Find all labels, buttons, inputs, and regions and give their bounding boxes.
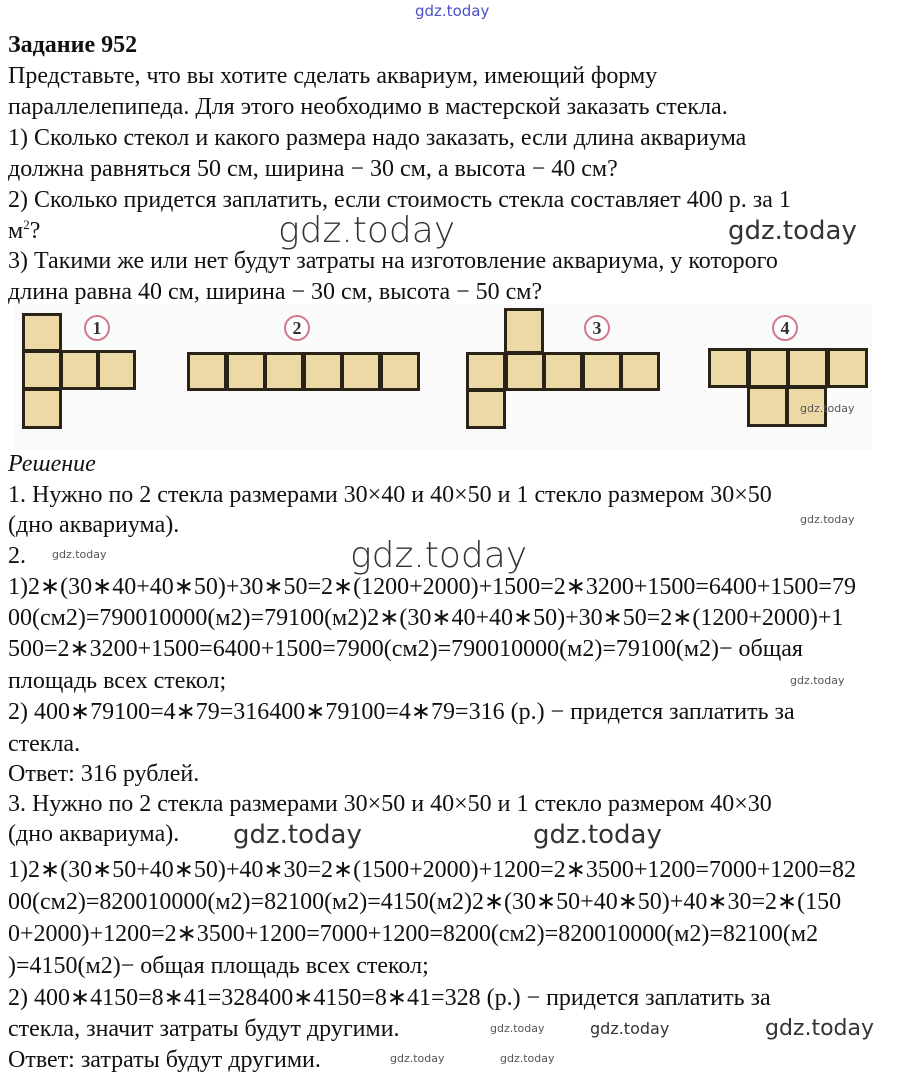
solution-line: Ответ: затраты будут другими. bbox=[8, 1047, 321, 1073]
watermark: gdz.today bbox=[390, 1052, 445, 1065]
net-number-label: 4 bbox=[772, 315, 798, 341]
glass-square bbox=[787, 348, 828, 388]
solution-line: 1)2∗(30∗40+40∗50)+30∗50=2∗(1200+2000)+15… bbox=[8, 574, 856, 600]
unit-text: м bbox=[8, 218, 24, 244]
watermark: gdz.today bbox=[533, 820, 662, 850]
watermark: gdz.today bbox=[728, 216, 857, 246]
glass-square bbox=[264, 352, 304, 391]
watermark: gdz.today bbox=[52, 548, 107, 561]
task-line: должна равняться 50 см, ширина − 30 см, … bbox=[8, 156, 618, 182]
question-mark: ? bbox=[29, 218, 41, 244]
glass-square bbox=[225, 352, 266, 391]
glass-square bbox=[708, 348, 749, 388]
glass-square bbox=[466, 352, 506, 391]
solution-line: 0+2000)+1200=2∗3500+1200=7000+1200=8200(… bbox=[8, 921, 819, 947]
glass-square bbox=[187, 352, 227, 391]
solution-line: 1)2∗(30∗50+40∗50)+40∗30=2∗(1500+2000)+12… bbox=[8, 857, 856, 883]
solution-line: стекла. bbox=[8, 731, 81, 757]
glass-square bbox=[22, 313, 62, 352]
solution-line: площадь всех стекол; bbox=[8, 668, 227, 694]
solution-line: 1. Нужно по 2 стекла размерами 30×40 и 4… bbox=[8, 482, 772, 508]
task-line: м2? bbox=[8, 216, 40, 246]
solution-line: 00(см2)=790010000(м2)=79100(м2)2∗(30∗40+… bbox=[8, 605, 844, 631]
solution-line: 2) 400∗4150=8∗41=328400∗4150=8∗41=328 (р… bbox=[8, 985, 771, 1011]
task-line: 1) Сколько стекол и какого размера надо … bbox=[8, 125, 747, 151]
glass-square bbox=[341, 352, 381, 391]
solution-line: 2) 400∗79100=4∗79=316400∗79100=4∗79=316 … bbox=[8, 699, 795, 725]
task-line: 2) Сколько придется заплатить, если стои… bbox=[8, 187, 791, 213]
watermark: gdz.today bbox=[490, 1022, 545, 1035]
watermark: gdz.today bbox=[350, 535, 528, 576]
glass-square bbox=[504, 308, 544, 354]
cube-nets-figure: 1 2 3 4 gdz.today bbox=[14, 304, 872, 450]
glass-square bbox=[747, 348, 789, 388]
glass-square bbox=[826, 348, 868, 388]
glass-square bbox=[379, 352, 420, 391]
solution-line: (дно аквариума). bbox=[8, 821, 180, 847]
task-title: Задание 952 bbox=[8, 32, 138, 58]
solution-line: 2. bbox=[8, 543, 26, 569]
watermark: gdz.today bbox=[800, 402, 855, 415]
solution-line: Ответ: 316 рублей. bbox=[8, 761, 200, 787]
glass-square bbox=[504, 352, 545, 391]
watermark: gdz.today bbox=[278, 210, 456, 251]
watermark: gdz.today bbox=[790, 674, 845, 687]
glass-square bbox=[302, 352, 343, 391]
glass-square bbox=[747, 386, 788, 427]
task-line: длина равна 40 см, ширина − 30 см, высот… bbox=[8, 279, 543, 305]
solution-line: 3. Нужно по 2 стекла размерами 30×50 и 4… bbox=[8, 791, 772, 817]
superscript: 2 bbox=[23, 217, 30, 232]
glass-square bbox=[60, 350, 99, 390]
solution-line: 500=2∗3200+1500=6400+1500=7900(см2)=7900… bbox=[8, 636, 803, 662]
net-number-label: 1 bbox=[84, 315, 110, 341]
glass-square bbox=[786, 386, 827, 427]
glass-square bbox=[22, 388, 62, 429]
glass-square bbox=[620, 352, 660, 391]
solution-line: (дно аквариума). bbox=[8, 512, 180, 538]
task-line: Представьте, что вы хотите сделать аквар… bbox=[8, 63, 658, 89]
watermark: gdz.today bbox=[500, 1052, 555, 1065]
watermark: gdz.today bbox=[415, 2, 490, 20]
net-number-label: 3 bbox=[584, 315, 610, 341]
glass-square bbox=[581, 352, 622, 391]
watermark: gdz.today bbox=[590, 1019, 670, 1038]
solution-line: 00(см2)=820010000(м2)=82100(м2)=4150(м2)… bbox=[8, 889, 842, 915]
task-line: параллелепипеда. Для этого необходимо в … bbox=[8, 94, 728, 120]
glass-square bbox=[97, 350, 136, 390]
watermark: gdz.today bbox=[765, 1016, 875, 1041]
net-number-label: 2 bbox=[284, 315, 310, 341]
solution-line: )=4150(м2)− общая площадь всех стекол; bbox=[8, 953, 429, 979]
watermark: gdz.today bbox=[800, 513, 855, 526]
task-line: 3) Такими же или нет будут затраты на из… bbox=[8, 248, 778, 274]
solution-line: стекла, значит затраты будут другими. bbox=[8, 1016, 400, 1042]
solution-heading: Решение bbox=[8, 451, 96, 477]
glass-square bbox=[466, 389, 506, 429]
watermark: gdz.today bbox=[233, 820, 362, 850]
glass-square bbox=[22, 350, 62, 390]
glass-square bbox=[543, 352, 583, 391]
